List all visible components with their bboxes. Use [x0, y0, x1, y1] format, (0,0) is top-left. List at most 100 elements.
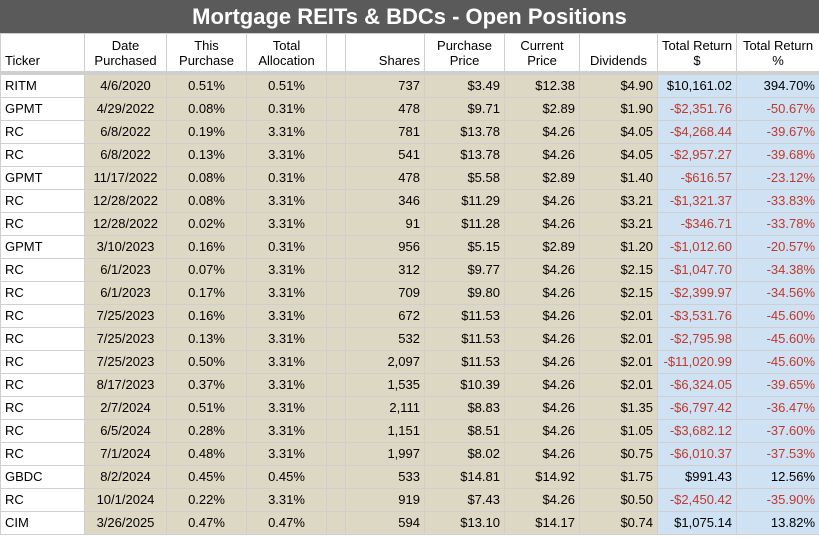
cell-date-purchased[interactable]: 3/26/2025 — [84, 511, 167, 535]
cell-total-return-dollar[interactable]: -$6,797.42 — [657, 396, 737, 420]
cell-date-purchased[interactable]: 6/8/2022 — [84, 143, 167, 167]
cell-ticker[interactable]: RC — [0, 373, 85, 397]
cell-shares[interactable]: 2,097 — [345, 350, 425, 374]
cell-shares[interactable]: 2,111 — [345, 396, 425, 420]
sheet-title[interactable]: Mortgage REITs & BDCs - Open Positions — [0, 0, 819, 33]
header-spacer[interactable] — [326, 33, 346, 74]
cell-total-allocation[interactable]: 0.51% — [246, 72, 327, 98]
cell-purchase-price[interactable]: $11.28 — [424, 212, 505, 236]
header-ticker[interactable]: Ticker — [0, 33, 85, 74]
cell-spacer[interactable] — [326, 327, 346, 351]
cell-total-return-pct[interactable]: -37.53% — [736, 442, 819, 466]
cell-total-return-dollar[interactable]: -$1,012.60 — [657, 235, 737, 259]
cell-dividends[interactable]: $2.15 — [579, 281, 658, 305]
cell-date-purchased[interactable]: 7/25/2023 — [84, 304, 167, 328]
cell-shares[interactable]: 1,151 — [345, 419, 425, 443]
cell-date-purchased[interactable]: 7/25/2023 — [84, 327, 167, 351]
cell-this-purchase[interactable]: 0.48% — [166, 442, 247, 466]
cell-total-return-pct[interactable]: 12.56% — [736, 465, 819, 489]
cell-total-allocation[interactable]: 0.31% — [246, 97, 327, 121]
cell-total-return-pct[interactable]: -33.83% — [736, 189, 819, 213]
cell-purchase-price[interactable]: $5.58 — [424, 166, 505, 190]
cell-total-return-dollar[interactable]: -$11,020.99 — [657, 350, 737, 374]
cell-total-return-dollar[interactable]: $991.43 — [657, 465, 737, 489]
cell-total-allocation[interactable]: 3.31% — [246, 327, 327, 351]
cell-shares[interactable]: 1,997 — [345, 442, 425, 466]
cell-purchase-price[interactable]: $8.51 — [424, 419, 505, 443]
cell-this-purchase[interactable]: 0.02% — [166, 212, 247, 236]
cell-ticker[interactable]: RC — [0, 120, 85, 144]
cell-purchase-price[interactable]: $5.15 — [424, 235, 505, 259]
header-dividends[interactable]: Dividends — [579, 33, 658, 74]
cell-spacer[interactable] — [326, 396, 346, 420]
cell-current-price[interactable]: $4.26 — [504, 373, 580, 397]
cell-total-return-dollar[interactable]: -$6,324.05 — [657, 373, 737, 397]
cell-ticker[interactable]: RC — [0, 281, 85, 305]
cell-current-price[interactable]: $4.26 — [504, 258, 580, 282]
cell-purchase-price[interactable]: $9.77 — [424, 258, 505, 282]
cell-total-return-pct[interactable]: -37.60% — [736, 419, 819, 443]
cell-this-purchase[interactable]: 0.13% — [166, 143, 247, 167]
cell-ticker[interactable]: RC — [0, 419, 85, 443]
cell-purchase-price[interactable]: $11.53 — [424, 350, 505, 374]
cell-total-return-dollar[interactable]: -$2,957.27 — [657, 143, 737, 167]
cell-shares[interactable]: 346 — [345, 189, 425, 213]
cell-purchase-price[interactable]: $13.78 — [424, 120, 505, 144]
cell-total-allocation[interactable]: 3.31% — [246, 212, 327, 236]
cell-total-allocation[interactable]: 3.31% — [246, 442, 327, 466]
header-shares[interactable]: Shares — [345, 33, 425, 74]
cell-current-price[interactable]: $4.26 — [504, 350, 580, 374]
cell-total-return-dollar[interactable]: -$4,268.44 — [657, 120, 737, 144]
cell-purchase-price[interactable]: $11.53 — [424, 304, 505, 328]
cell-date-purchased[interactable]: 6/8/2022 — [84, 120, 167, 144]
cell-purchase-price[interactable]: $8.83 — [424, 396, 505, 420]
cell-current-price[interactable]: $4.26 — [504, 143, 580, 167]
cell-spacer[interactable] — [326, 120, 346, 144]
cell-dividends[interactable]: $1.05 — [579, 419, 658, 443]
cell-this-purchase[interactable]: 0.08% — [166, 97, 247, 121]
cell-dividends[interactable]: $2.01 — [579, 373, 658, 397]
cell-current-price[interactable]: $4.26 — [504, 120, 580, 144]
cell-date-purchased[interactable]: 8/17/2023 — [84, 373, 167, 397]
cell-this-purchase[interactable]: 0.16% — [166, 304, 247, 328]
cell-dividends[interactable]: $1.40 — [579, 166, 658, 190]
cell-total-return-dollar[interactable]: -$3,682.12 — [657, 419, 737, 443]
header-current-price[interactable]: Current Price — [504, 33, 580, 74]
cell-shares[interactable]: 1,535 — [345, 373, 425, 397]
cell-date-purchased[interactable]: 7/1/2024 — [84, 442, 167, 466]
cell-dividends[interactable]: $2.01 — [579, 304, 658, 328]
cell-ticker[interactable]: RC — [0, 327, 85, 351]
cell-current-price[interactable]: $14.17 — [504, 511, 580, 535]
cell-ticker[interactable]: RC — [0, 258, 85, 282]
cell-shares[interactable]: 532 — [345, 327, 425, 351]
cell-current-price[interactable]: $4.26 — [504, 304, 580, 328]
cell-shares[interactable]: 919 — [345, 488, 425, 512]
cell-date-purchased[interactable]: 4/6/2020 — [84, 72, 167, 98]
cell-current-price[interactable]: $2.89 — [504, 166, 580, 190]
cell-total-return-dollar[interactable]: -$1,047.70 — [657, 258, 737, 282]
cell-current-price[interactable]: $2.89 — [504, 235, 580, 259]
cell-ticker[interactable]: RC — [0, 396, 85, 420]
cell-purchase-price[interactable]: $13.78 — [424, 143, 505, 167]
cell-this-purchase[interactable]: 0.45% — [166, 465, 247, 489]
cell-this-purchase[interactable]: 0.51% — [166, 72, 247, 98]
cell-total-return-dollar[interactable]: -$2,795.98 — [657, 327, 737, 351]
cell-total-allocation[interactable]: 3.31% — [246, 304, 327, 328]
cell-spacer[interactable] — [326, 235, 346, 259]
cell-purchase-price[interactable]: $10.39 — [424, 373, 505, 397]
cell-ticker[interactable]: GPMT — [0, 97, 85, 121]
cell-spacer[interactable] — [326, 97, 346, 121]
cell-total-return-pct[interactable]: 394.70% — [736, 72, 819, 98]
cell-date-purchased[interactable]: 11/17/2022 — [84, 166, 167, 190]
cell-spacer[interactable] — [326, 488, 346, 512]
cell-shares[interactable]: 709 — [345, 281, 425, 305]
cell-total-return-pct[interactable]: -34.56% — [736, 281, 819, 305]
cell-total-return-pct[interactable]: -34.38% — [736, 258, 819, 282]
cell-this-purchase[interactable]: 0.07% — [166, 258, 247, 282]
cell-this-purchase[interactable]: 0.16% — [166, 235, 247, 259]
cell-total-return-pct[interactable]: -45.60% — [736, 350, 819, 374]
cell-dividends[interactable]: $2.01 — [579, 327, 658, 351]
cell-total-allocation[interactable]: 3.31% — [246, 488, 327, 512]
cell-ticker[interactable]: RC — [0, 350, 85, 374]
cell-spacer[interactable] — [326, 212, 346, 236]
